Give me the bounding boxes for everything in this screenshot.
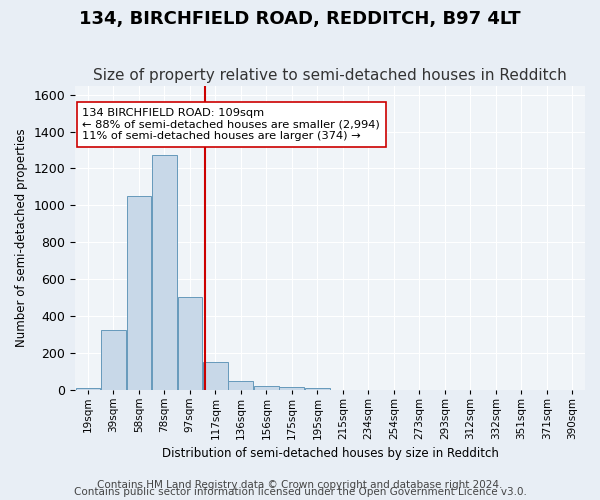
Bar <box>127 196 151 390</box>
Bar <box>229 382 253 390</box>
Bar <box>280 387 304 390</box>
Text: 134, BIRCHFIELD ROAD, REDDITCH, B97 4LT: 134, BIRCHFIELD ROAD, REDDITCH, B97 4LT <box>79 10 521 28</box>
Title: Size of property relative to semi-detached houses in Redditch: Size of property relative to semi-detach… <box>93 68 567 83</box>
Text: Contains HM Land Registry data © Crown copyright and database right 2024.: Contains HM Land Registry data © Crown c… <box>97 480 503 490</box>
Bar <box>305 388 329 390</box>
Bar <box>203 362 228 390</box>
Text: Contains public sector information licensed under the Open Government Licence v3: Contains public sector information licen… <box>74 487 526 497</box>
Bar <box>76 388 100 390</box>
X-axis label: Distribution of semi-detached houses by size in Redditch: Distribution of semi-detached houses by … <box>161 447 499 460</box>
Bar <box>101 330 126 390</box>
Bar <box>178 298 202 390</box>
Y-axis label: Number of semi-detached properties: Number of semi-detached properties <box>15 128 28 347</box>
Bar <box>152 154 177 390</box>
Text: 134 BIRCHFIELD ROAD: 109sqm
← 88% of semi-detached houses are smaller (2,994)
11: 134 BIRCHFIELD ROAD: 109sqm ← 88% of sem… <box>82 108 380 141</box>
Bar <box>254 386 279 390</box>
